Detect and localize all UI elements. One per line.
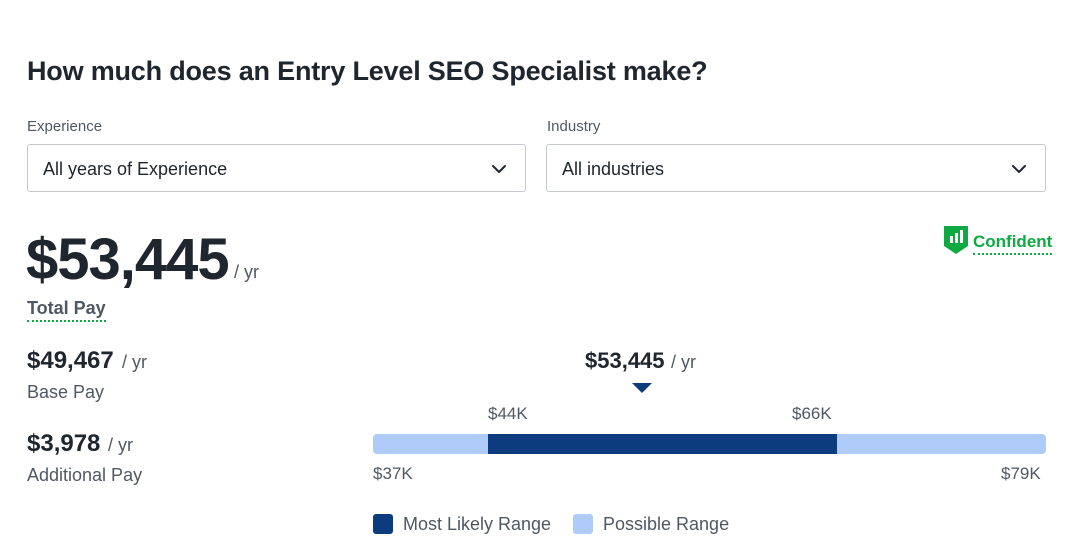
- experience-label: Experience: [27, 118, 103, 135]
- chevron-down-icon: [492, 165, 506, 173]
- experience-dropdown[interactable]: All years of Experience: [27, 144, 526, 192]
- total-pay-amount: $53,445: [26, 227, 230, 292]
- total-pay-unit: / yr: [234, 262, 259, 282]
- industry-value: All industries: [562, 159, 665, 179]
- confidence-label: Confident: [973, 232, 1053, 255]
- industry-label: Industry: [547, 118, 601, 135]
- experience-value: All years of Experience: [43, 159, 228, 179]
- range-marker-amount: $53,445: [585, 348, 665, 373]
- total-pay-label[interactable]: Total Pay: [27, 298, 106, 322]
- legend-possible-label: Possible Range: [603, 514, 730, 534]
- additional-pay-label: Additional Pay: [27, 465, 143, 485]
- likely-low-label: $44K: [488, 404, 528, 423]
- additional-pay-amount: $3,978: [27, 430, 101, 457]
- range-marker-unit: / yr: [671, 352, 696, 372]
- range-max-label: $79K: [1001, 464, 1041, 483]
- base-pay-amount: $49,467: [27, 347, 114, 374]
- legend-possible-swatch: [573, 514, 593, 534]
- base-pay-unit: / yr: [122, 352, 147, 372]
- most-likely-range-bar: [488, 434, 837, 454]
- range-marker-arrow-icon: [632, 383, 652, 393]
- legend-likely-swatch: [373, 514, 393, 534]
- page-title: How much does an Entry Level SEO Special…: [27, 56, 708, 86]
- legend-likely-label: Most Likely Range: [403, 514, 552, 534]
- bar-chart-shield-icon: [944, 226, 968, 254]
- base-pay-label: Base Pay: [27, 382, 105, 402]
- industry-dropdown[interactable]: All industries: [546, 144, 1046, 192]
- additional-pay-unit: / yr: [108, 435, 133, 455]
- likely-high-label: $66K: [792, 404, 832, 423]
- chevron-down-icon: [1012, 165, 1026, 173]
- range-min-label: $37K: [373, 464, 413, 483]
